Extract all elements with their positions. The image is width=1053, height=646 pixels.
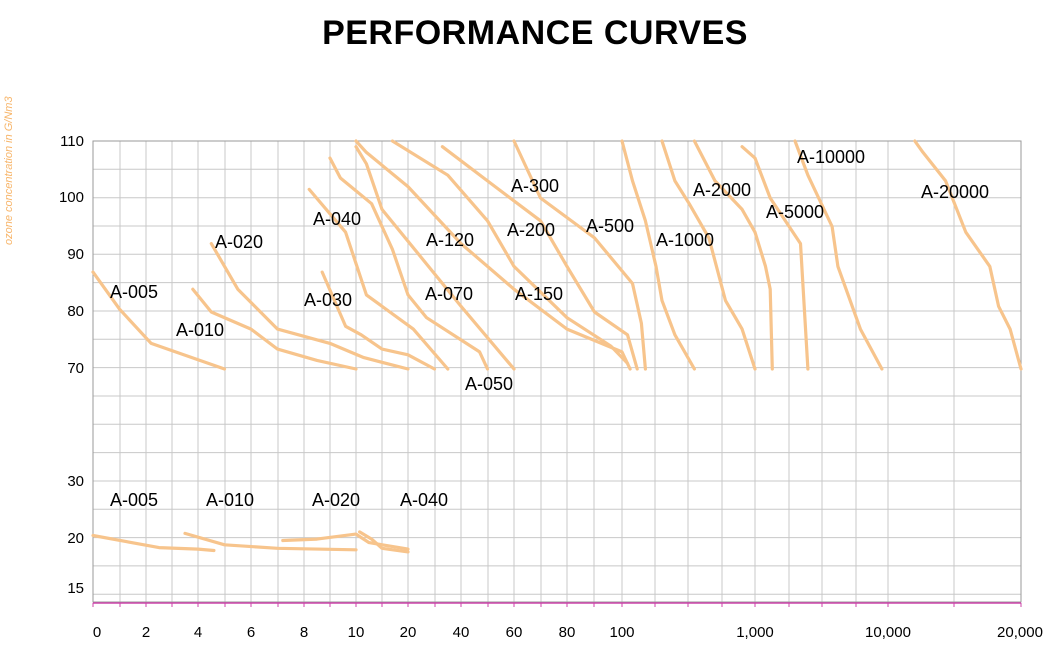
curve-a-005 xyxy=(91,270,227,371)
curve-a-020 xyxy=(281,532,410,551)
axes: 0 2 4 6 8 10 20 40 60 80 100 1,000 10,000 20,000 110 10… xyxy=(59,133,1043,641)
curve-a-040 xyxy=(307,187,450,371)
x-tick-label: 20 xyxy=(400,624,417,641)
series-label-a-070: A-070 xyxy=(425,284,473,304)
series-label-a-500: A-500 xyxy=(586,216,634,236)
curve-a-2000 xyxy=(692,139,774,371)
x-tick-label: 10 xyxy=(348,624,365,641)
curve-a-150 xyxy=(390,139,630,365)
y-tick-label: 80 xyxy=(67,303,84,320)
series-label-a-1000: A-1000 xyxy=(656,230,714,250)
grid xyxy=(92,140,1022,603)
y-tick-label: 110 xyxy=(60,133,84,150)
curve-a-5000 xyxy=(740,145,810,371)
plot-frame xyxy=(92,140,1022,603)
curve-a-040 xyxy=(358,530,410,554)
series-labels: A-005 A-010 A-020 A-030 A-040 A-050 A-070 A-120… xyxy=(110,147,989,510)
curve-a-20000 xyxy=(913,139,1023,371)
curve-a-1000 xyxy=(660,139,757,371)
curve-a-030 xyxy=(320,270,437,371)
series-label-a-010: A-010 xyxy=(176,320,224,340)
x-tick-label: 6 xyxy=(247,624,255,641)
curve-a-010 xyxy=(183,531,358,552)
y-tick-label: 20 xyxy=(67,530,84,547)
curves xyxy=(91,139,1023,554)
series-label-a-020: A-020 xyxy=(312,490,360,510)
curve-a-10000 xyxy=(793,139,884,371)
x-tick-label: 40 xyxy=(453,624,470,641)
y-tick-label: 15 xyxy=(67,580,84,597)
series-label-a-030: A-030 xyxy=(304,290,352,310)
x-tick-label: 20,000 xyxy=(997,624,1043,641)
series-label-a-2000: A-2000 xyxy=(693,180,751,200)
y-tick-label: 30 xyxy=(67,473,84,490)
series-label-a-010: A-010 xyxy=(206,490,254,510)
series-label-a-040: A-040 xyxy=(400,490,448,510)
curve-a-050 xyxy=(328,156,490,371)
y-tick-label: 90 xyxy=(67,246,84,263)
curve-a-200 xyxy=(440,145,639,371)
curve-a-005 xyxy=(91,533,216,553)
y-tick-label: 100 xyxy=(59,189,84,206)
series-label-a-005: A-005 xyxy=(110,490,158,510)
x-tick-label: 60 xyxy=(506,624,523,641)
curve-a-120 xyxy=(354,139,632,371)
curve-a-010 xyxy=(191,287,358,371)
series-label-a-20000: A-20000 xyxy=(921,182,989,202)
series-label-a-150: A-150 xyxy=(515,284,563,304)
x-tick-label: 80 xyxy=(559,624,576,641)
series-label-a-300: A-300 xyxy=(511,176,559,196)
page-title: PERFORMANCE CURVES xyxy=(322,14,748,52)
x-tick-label: 1,000 xyxy=(736,624,774,641)
curve-a-300 xyxy=(512,139,648,371)
series-label-a-020: A-020 xyxy=(215,232,263,252)
series-label-a-200: A-200 xyxy=(507,220,555,240)
x-tick-label: 2 xyxy=(142,624,150,641)
series-label-a-005: A-005 xyxy=(110,282,158,302)
series-label-a-120: A-120 xyxy=(426,230,474,250)
x-tick-label: 4 xyxy=(194,624,202,641)
series-label-a-5000: A-5000 xyxy=(766,202,824,222)
x-tick-label: 8 xyxy=(300,624,308,641)
series-label-a-10000: A-10000 xyxy=(797,147,865,167)
curve-a-500 xyxy=(620,139,697,371)
x-tick-label: 100 xyxy=(609,624,634,641)
curve-a-020 xyxy=(209,242,410,371)
series-label-a-050: A-050 xyxy=(465,374,513,394)
x-tick-label: 10,000 xyxy=(865,624,911,641)
x-tick-label: 0 xyxy=(93,624,101,641)
y-tick-label: 70 xyxy=(67,360,84,377)
series-label-a-040: A-040 xyxy=(313,209,361,229)
curve-a-070 xyxy=(354,145,516,371)
